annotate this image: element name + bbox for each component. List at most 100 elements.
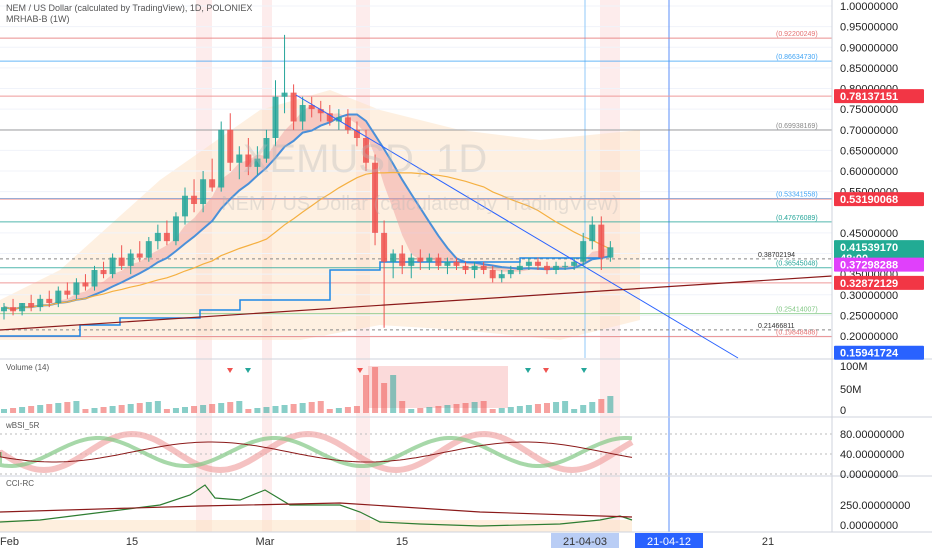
volume-bar[interactable] bbox=[344, 407, 351, 413]
candle-body[interactable] bbox=[553, 265, 560, 270]
volume-bar[interactable] bbox=[299, 403, 306, 413]
volume-bar[interactable] bbox=[372, 367, 379, 413]
volume-bar[interactable] bbox=[127, 404, 134, 413]
volume-bar[interactable] bbox=[580, 405, 587, 413]
descending-trendline[interactable] bbox=[295, 94, 739, 359]
candle-body[interactable] bbox=[154, 232, 161, 242]
volume-bar[interactable] bbox=[10, 408, 17, 413]
candle-body[interactable] bbox=[435, 257, 442, 266]
candle-body[interactable] bbox=[172, 216, 179, 242]
candle-body[interactable] bbox=[209, 179, 216, 188]
volume-bar[interactable] bbox=[544, 403, 550, 413]
candle-body[interactable] bbox=[55, 290, 62, 303]
volume-bar[interactable] bbox=[28, 406, 35, 413]
candle-body[interactable] bbox=[571, 261, 578, 266]
candle-body[interactable] bbox=[598, 224, 605, 258]
candle-body[interactable] bbox=[372, 162, 379, 233]
volume-bar[interactable] bbox=[263, 407, 270, 413]
volume-bar[interactable] bbox=[73, 401, 80, 413]
volume-bar[interactable] bbox=[453, 404, 460, 413]
volume-bar[interactable] bbox=[109, 406, 116, 413]
volume-bar[interactable] bbox=[254, 408, 261, 413]
candle-body[interactable] bbox=[191, 195, 198, 204]
volume-bar[interactable] bbox=[272, 406, 279, 413]
candle-body[interactable] bbox=[363, 138, 369, 163]
candle-body[interactable] bbox=[489, 270, 496, 279]
volume-bar[interactable] bbox=[227, 402, 234, 413]
volume-bar[interactable] bbox=[145, 402, 152, 413]
candle-body[interactable] bbox=[100, 270, 107, 275]
volume-bar[interactable] bbox=[562, 401, 569, 413]
candle-body[interactable] bbox=[580, 241, 587, 262]
candle-body[interactable] bbox=[335, 117, 342, 122]
volume-bar[interactable] bbox=[200, 405, 207, 413]
candle-body[interactable] bbox=[408, 257, 415, 266]
time-axis[interactable]: Feb 15 Mar 15 21-04-03 21-04-12 21 bbox=[0, 533, 774, 548]
candle-body[interactable] bbox=[236, 154, 243, 163]
candle-body[interactable] bbox=[145, 241, 152, 258]
volume-bar[interactable] bbox=[191, 406, 198, 413]
candle-body[interactable] bbox=[82, 282, 89, 287]
volume-bar[interactable] bbox=[553, 402, 560, 413]
candle-body[interactable] bbox=[245, 154, 252, 167]
candle-body[interactable] bbox=[136, 253, 143, 258]
candle-body[interactable] bbox=[317, 109, 324, 114]
volume-bar[interactable] bbox=[381, 383, 388, 413]
volume-bar[interactable] bbox=[516, 406, 523, 413]
volume-bar[interactable] bbox=[363, 375, 369, 413]
volume-bar[interactable] bbox=[245, 409, 252, 413]
ascending-trendline[interactable] bbox=[0, 275, 833, 331]
candles[interactable] bbox=[1, 34, 614, 328]
candle-body[interactable] bbox=[516, 265, 523, 270]
volume-bar[interactable] bbox=[281, 405, 288, 413]
volume-bar[interactable] bbox=[290, 404, 297, 413]
candle-body[interactable] bbox=[19, 303, 26, 312]
candle-body[interactable] bbox=[218, 129, 225, 188]
volume-bar[interactable] bbox=[172, 408, 179, 413]
candle-body[interactable] bbox=[480, 265, 487, 270]
candle-body[interactable] bbox=[344, 117, 351, 130]
candle-body[interactable] bbox=[37, 298, 44, 308]
candle-body[interactable] bbox=[426, 257, 433, 262]
volume-bar[interactable] bbox=[236, 401, 243, 413]
volume-bar[interactable] bbox=[462, 403, 469, 413]
candle-body[interactable] bbox=[182, 195, 188, 217]
candle-body[interactable] bbox=[109, 257, 116, 275]
candle-body[interactable] bbox=[272, 96, 279, 138]
candle-body[interactable] bbox=[444, 261, 451, 266]
volume-bar[interactable] bbox=[55, 403, 62, 413]
candle-body[interactable] bbox=[299, 105, 306, 122]
candle-body[interactable] bbox=[381, 232, 388, 262]
volume-bar[interactable] bbox=[308, 402, 315, 413]
candle-body[interactable] bbox=[281, 92, 288, 97]
volume-bar[interactable] bbox=[480, 401, 487, 413]
candle-body[interactable] bbox=[46, 298, 53, 303]
volume-bar[interactable] bbox=[598, 399, 605, 413]
volume-bar[interactable] bbox=[507, 407, 514, 413]
volume-bar[interactable] bbox=[118, 405, 125, 413]
candle-body[interactable] bbox=[607, 247, 614, 258]
volume-bar[interactable] bbox=[335, 408, 342, 413]
candle-body[interactable] bbox=[10, 307, 17, 312]
candle-body[interactable] bbox=[64, 290, 71, 295]
volume-bar[interactable] bbox=[489, 409, 496, 413]
volume-bar[interactable] bbox=[444, 405, 451, 413]
volume-bar[interactable] bbox=[399, 401, 406, 413]
candle-body[interactable] bbox=[462, 265, 469, 270]
candle-body[interactable] bbox=[290, 92, 297, 122]
candle-body[interactable] bbox=[390, 253, 397, 262]
volume-bar[interactable] bbox=[390, 375, 397, 413]
candle-body[interactable] bbox=[326, 113, 333, 122]
candle-body[interactable] bbox=[534, 261, 541, 266]
volume-bar[interactable] bbox=[326, 409, 333, 413]
volume-bar[interactable] bbox=[154, 401, 161, 413]
candle-body[interactable] bbox=[399, 253, 406, 266]
candle-body[interactable] bbox=[227, 129, 234, 163]
candle-body[interactable] bbox=[28, 303, 35, 308]
candle-body[interactable] bbox=[254, 158, 261, 167]
candle-body[interactable] bbox=[589, 224, 596, 242]
trend-lines[interactable] bbox=[0, 94, 833, 359]
candle-body[interactable] bbox=[91, 270, 98, 287]
candle-body[interactable] bbox=[471, 265, 478, 270]
volume-bar[interactable] bbox=[209, 404, 216, 413]
